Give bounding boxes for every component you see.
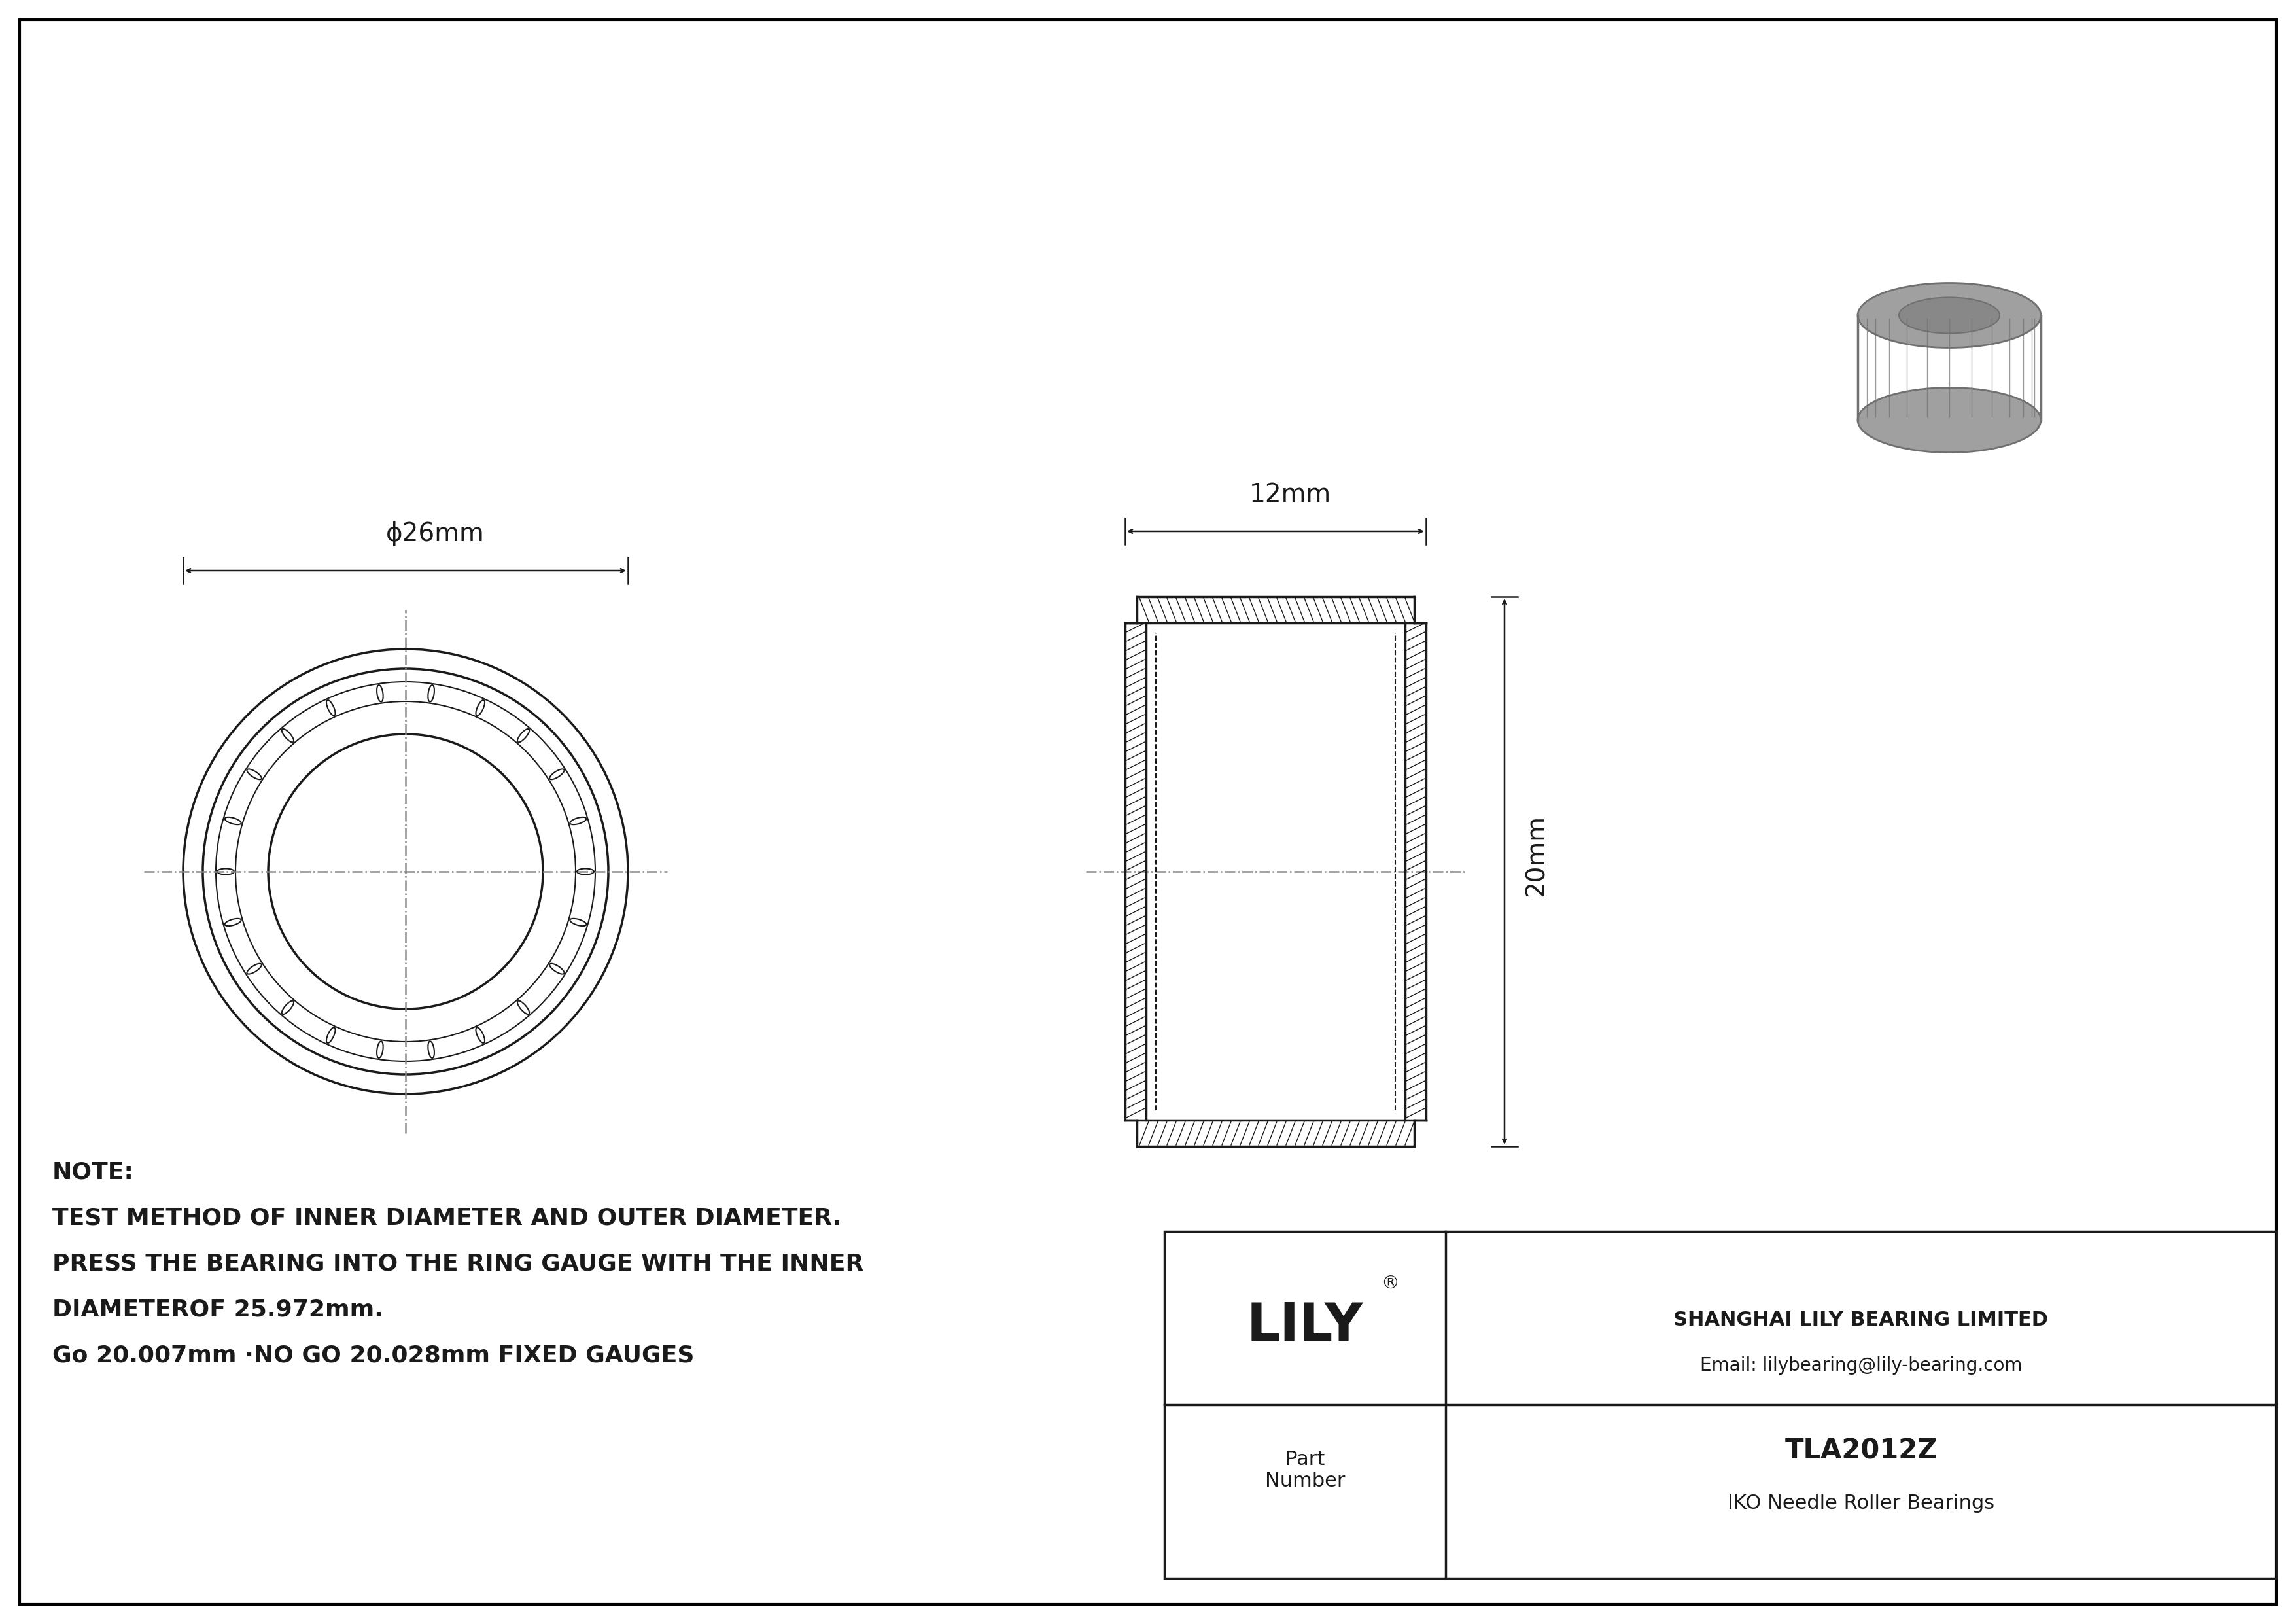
Text: Part
Number: Part Number (1265, 1450, 1345, 1491)
Ellipse shape (1857, 388, 2041, 453)
Text: ϕ26mm: ϕ26mm (386, 521, 484, 546)
Text: ®: ® (1380, 1275, 1398, 1293)
Text: TLA2012Z: TLA2012Z (1784, 1437, 1938, 1465)
Text: 20mm: 20mm (1525, 815, 1550, 896)
Ellipse shape (1899, 297, 2000, 333)
Text: TEST METHOD OF INNER DIAMETER AND OUTER DIAMETER.: TEST METHOD OF INNER DIAMETER AND OUTER … (53, 1207, 840, 1229)
Text: SHANGHAI LILY BEARING LIMITED: SHANGHAI LILY BEARING LIMITED (1674, 1311, 2048, 1328)
Text: PRESS THE BEARING INTO THE RING GAUGE WITH THE INNER: PRESS THE BEARING INTO THE RING GAUGE WI… (53, 1254, 863, 1275)
Text: DIAMETEROF 25.972mm.: DIAMETEROF 25.972mm. (53, 1299, 383, 1320)
Text: IKO Needle Roller Bearings: IKO Needle Roller Bearings (1727, 1494, 1995, 1512)
Ellipse shape (1857, 283, 2041, 348)
Text: Email: lilybearing@lily-bearing.com: Email: lilybearing@lily-bearing.com (1699, 1356, 2023, 1374)
Text: 12mm: 12mm (1249, 482, 1332, 507)
Bar (1164, 1231, 2275, 1579)
Text: LILY: LILY (1247, 1301, 1364, 1351)
Text: Go 20.007mm ·NO GO 20.028mm FIXED GAUGES: Go 20.007mm ·NO GO 20.028mm FIXED GAUGES (53, 1345, 693, 1367)
Text: NOTE:: NOTE: (53, 1161, 133, 1184)
